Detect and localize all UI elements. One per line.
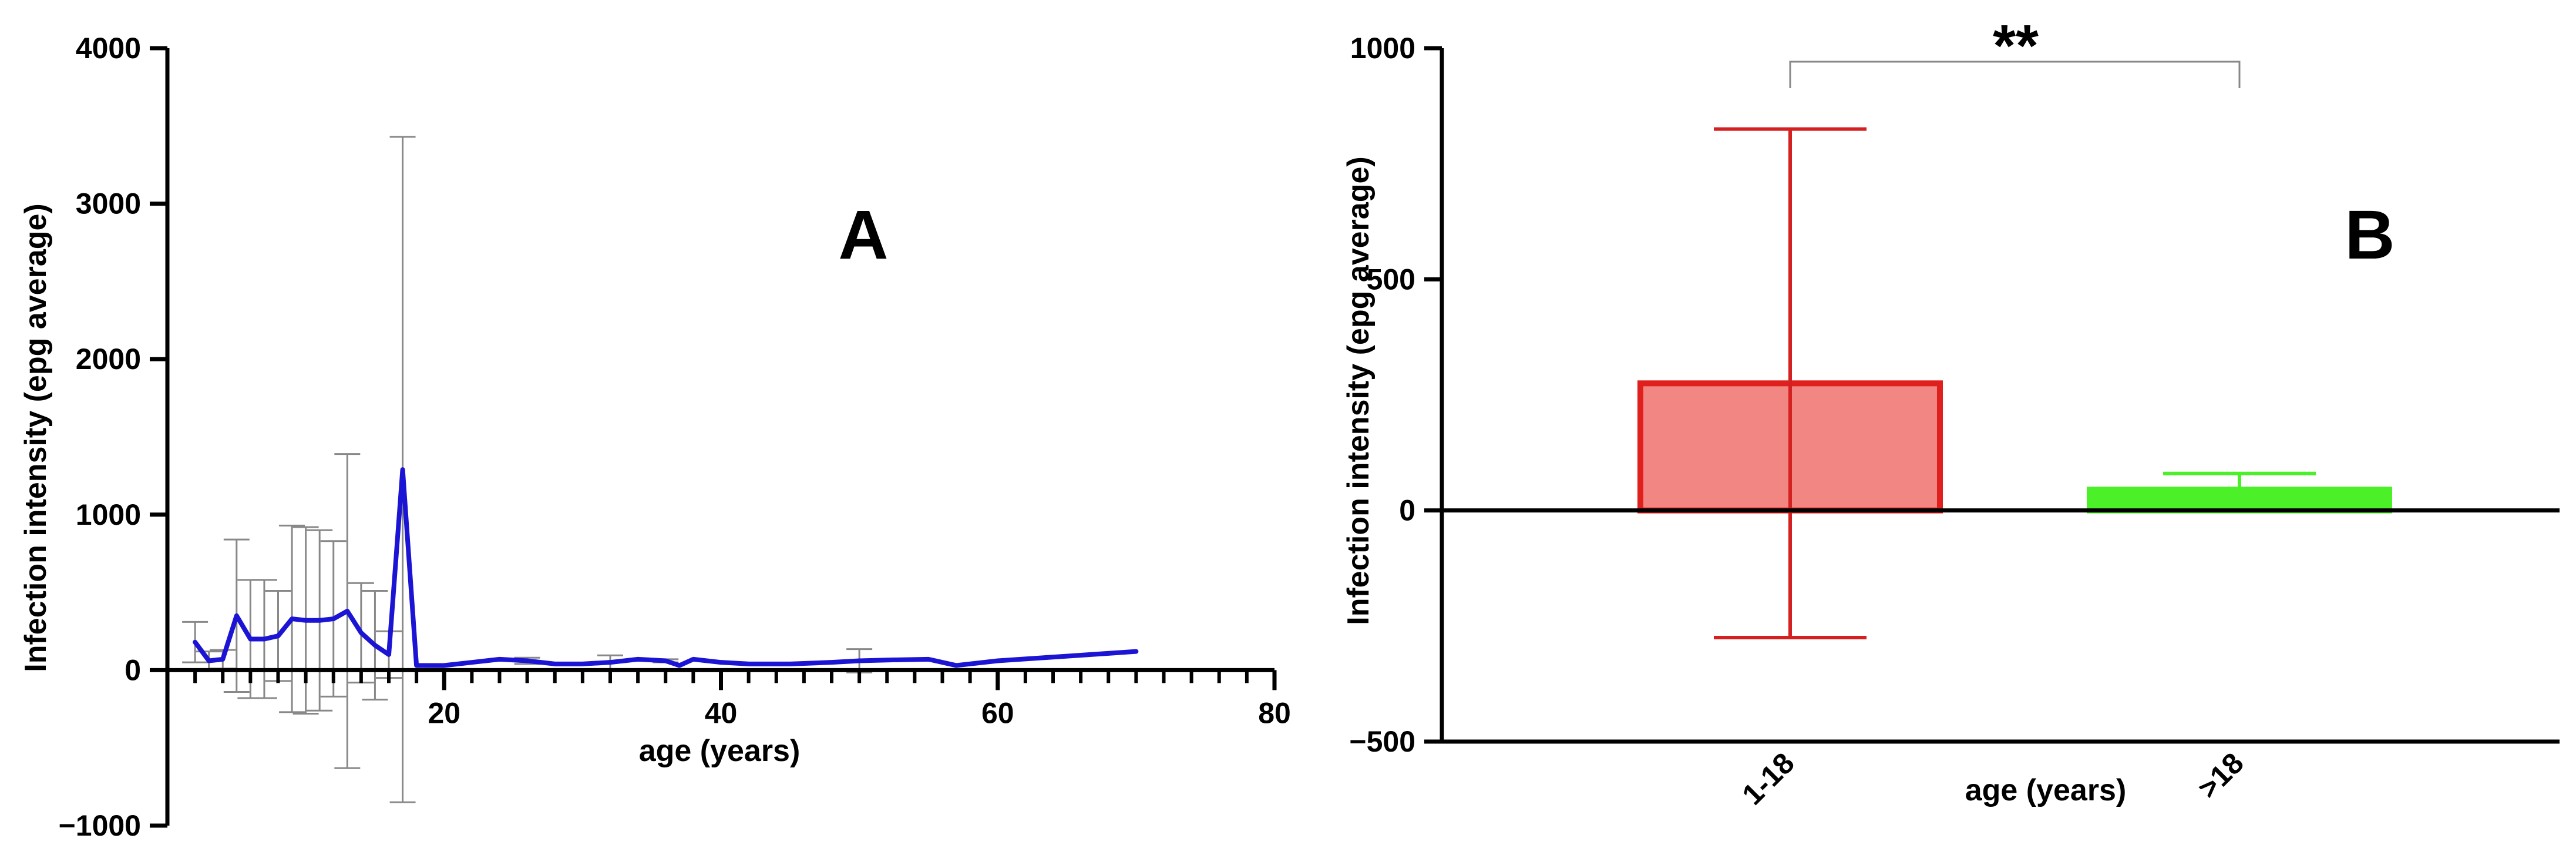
y-axis-label: Infection intensity (epg average) [1341,156,1376,625]
panel-label: B [2345,196,2395,274]
y-ticks: −1000 0 1000 2000 3000 4000 [59,32,167,842]
x-tick-label: 60 [981,696,1014,729]
y-tick-label: −500 [1349,725,1415,758]
chart-b: −500 0 500 1000 1-18 >18 ** age (years) Infe… [1341,13,2560,812]
y-ticks: −500 0 500 1000 [1349,32,1442,758]
y-tick-label: 500 [1367,263,1415,296]
y-tick-label: 2000 [76,343,141,375]
panel-label: A [838,196,888,274]
x-axis-label: age (years) [639,734,801,768]
y-tick-label: 4000 [76,32,141,65]
category-label: 1-18 [1736,746,1800,811]
y-tick-label: 0 [125,653,141,686]
series-line [193,467,1139,668]
y-tick-label: 3000 [76,187,141,220]
y-tick-label: 0 [1399,494,1415,527]
y-axis-label: Infection intensity (epg average) [19,203,53,672]
y-tick-label: 1000 [1350,32,1415,65]
significance-marker: ** [1993,13,2039,79]
x-tick-label: 40 [705,696,738,729]
bars [1637,127,2392,639]
x-tick-label: 80 [1258,696,1291,729]
chart-a: −1000 0 1000 2000 3000 4000 20 40 60 80 age (yea… [19,32,1291,842]
x-minor-ticks [193,670,1249,683]
y-tick-label: 1000 [76,498,141,531]
x-axis-label: age (years) [1965,773,2127,807]
category-label: >18 [2191,746,2250,805]
error-bars [182,136,873,803]
x-ticks: 20 40 60 80 [428,670,1291,729]
bar [2087,487,2392,514]
x-tick-label: 20 [428,696,460,729]
significance-bracket [1789,61,2241,88]
y-tick-label: −1000 [59,809,141,842]
